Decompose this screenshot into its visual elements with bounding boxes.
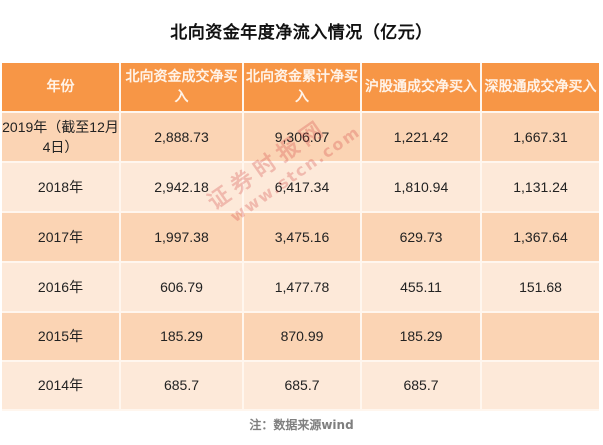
header-north-cumulative-net: 北向资金累计净买入 [244, 63, 362, 113]
header-year: 年份 [2, 63, 121, 113]
cell-north-cumulative-net: 3,475.16 [244, 213, 362, 263]
cell-sh-connect-net: 1,221.42 [362, 113, 482, 163]
cell-north-cumulative-net: 9,306.07 [244, 113, 362, 163]
table-title: 北向资金年度净流入情况（亿元） [170, 23, 433, 43]
source-note: 注：数据来源wind [249, 418, 354, 432]
cell-north-cumulative-net: 685.7 [244, 362, 362, 411]
table-row: 2015年 185.29 870.99 185.29 [2, 313, 599, 362]
cell-north-cumulative-net: 870.99 [244, 313, 362, 362]
cell-north-trade-net: 606.79 [121, 263, 244, 313]
cell-sh-connect-net: 185.29 [362, 313, 482, 362]
cell-year: 2017年 [2, 213, 121, 263]
cell-north-trade-net: 1,997.38 [121, 213, 244, 263]
cell-sh-connect-net: 629.73 [362, 213, 482, 263]
cell-year: 2014年 [2, 362, 121, 411]
header-north-trade-net: 北向资金成交净买入 [121, 63, 244, 113]
cell-sh-connect-net: 685.7 [362, 362, 482, 411]
northbound-capital-table: 年份 北向资金成交净买入 北向资金累计净买入 沪股通成交净买入 深股通成交净买入… [2, 63, 599, 411]
cell-sz-connect-net [482, 313, 599, 362]
cell-north-trade-net: 2,888.73 [121, 113, 244, 163]
cell-year: 2019年（截至12月4日） [2, 113, 121, 163]
cell-north-trade-net: 185.29 [121, 313, 244, 362]
cell-sh-connect-net: 1,810.94 [362, 163, 482, 213]
cell-sz-connect-net [482, 362, 599, 411]
header-sh-connect-net: 沪股通成交净买入 [362, 63, 482, 113]
cell-north-trade-net: 2,942.18 [121, 163, 244, 213]
cell-year: 2018年 [2, 163, 121, 213]
cell-north-cumulative-net: 6,417.34 [244, 163, 362, 213]
cell-sz-connect-net: 1,131.24 [482, 163, 599, 213]
header-sz-connect-net: 深股通成交净买入 [482, 63, 599, 113]
table-row: 2017年 1,997.38 3,475.16 629.73 1,367.64 [2, 213, 599, 263]
cell-north-trade-net: 685.7 [121, 362, 244, 411]
cell-sz-connect-net: 1,367.64 [482, 213, 599, 263]
table-row: 2016年 606.79 1,477.78 455.11 151.68 [2, 263, 599, 313]
cell-sz-connect-net: 1,667.31 [482, 113, 599, 163]
table-header-row: 年份 北向资金成交净买入 北向资金累计净买入 沪股通成交净买入 深股通成交净买入 [2, 63, 599, 113]
table-row: 2018年 2,942.18 6,417.34 1,810.94 1,131.2… [2, 163, 599, 213]
cell-sh-connect-net: 455.11 [362, 263, 482, 313]
cell-year: 2015年 [2, 313, 121, 362]
table-row: 2019年（截至12月4日） 2,888.73 9,306.07 1,221.4… [2, 113, 599, 163]
cell-north-cumulative-net: 1,477.78 [244, 263, 362, 313]
cell-sz-connect-net: 151.68 [482, 263, 599, 313]
table-row: 2014年 685.7 685.7 685.7 [2, 362, 599, 411]
cell-year: 2016年 [2, 263, 121, 313]
